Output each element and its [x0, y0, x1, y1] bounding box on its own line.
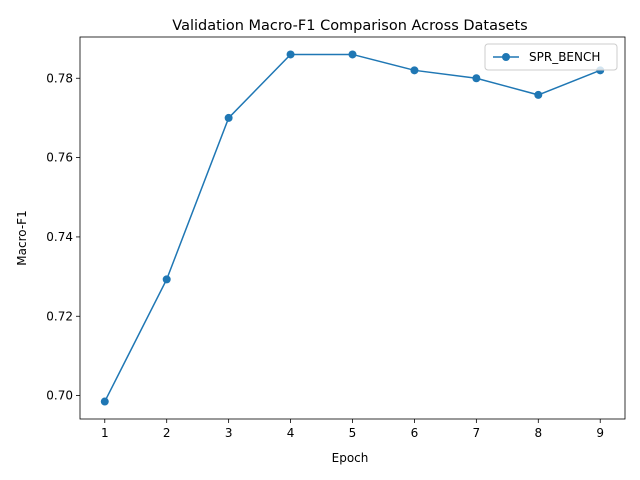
- plot-area: [79, 36, 626, 420]
- data-point: [472, 74, 481, 83]
- data-point: [348, 50, 357, 59]
- data-point: [224, 113, 233, 122]
- x-tick-label: 9: [596, 426, 604, 440]
- series-layer: [100, 50, 605, 406]
- legend-box: [484, 43, 618, 71]
- y-tick-label: 0.74: [46, 230, 73, 244]
- data-point: [286, 50, 295, 59]
- x-tick-label: 4: [287, 426, 295, 440]
- x-tick-label: 2: [163, 426, 171, 440]
- x-tick-label: 3: [225, 426, 233, 440]
- data-point: [100, 397, 109, 406]
- x-tick-label: 8: [534, 426, 542, 440]
- legend-marker: [502, 53, 510, 61]
- legend: SPR_BENCH: [484, 43, 618, 71]
- y-axis: 0.70 0.72 0.74 0.76 0.78: [46, 71, 80, 403]
- data-point: [534, 90, 543, 99]
- y-tick-label: 0.72: [46, 309, 73, 323]
- data-point: [410, 66, 419, 75]
- y-axis-label: Macro-F1: [15, 210, 29, 265]
- x-tick-label: 1: [101, 426, 109, 440]
- y-tick-label: 0.78: [46, 71, 73, 85]
- x-axis: 1 2 3 4 5 6 7 8 9: [101, 419, 604, 440]
- data-point: [162, 275, 171, 284]
- x-axis-label: Epoch: [332, 451, 369, 465]
- x-tick-label: 7: [473, 426, 481, 440]
- series-line: [104, 53, 601, 402]
- legend-label: SPR_BENCH: [529, 50, 600, 64]
- y-tick-label: 0.70: [46, 389, 73, 403]
- chart-title: Validation Macro-F1 Comparison Across Da…: [172, 18, 527, 34]
- plot-frame: [79, 36, 626, 420]
- x-tick-label: 5: [349, 426, 357, 440]
- x-tick-label: 6: [411, 426, 419, 440]
- y-tick-label: 0.76: [46, 151, 73, 165]
